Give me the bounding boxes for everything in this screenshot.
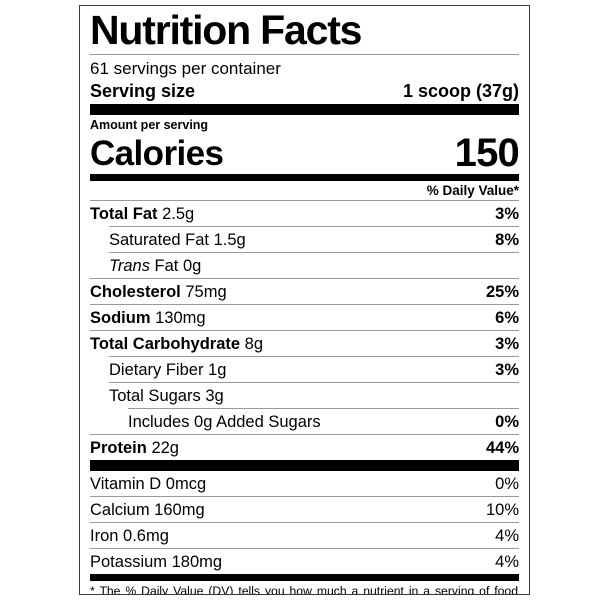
nutrient-name: Calcium 160mg — [90, 500, 205, 519]
row-divider — [90, 200, 519, 201]
table-row: Sodium 130mg 6% — [90, 305, 519, 330]
table-row: Cholesterol 75mg 25% — [90, 279, 519, 304]
row-divider — [90, 330, 519, 331]
nutrient-name: Sodium 130mg — [90, 308, 206, 327]
row-divider — [109, 356, 519, 357]
nutrient-name: Total Fat 2.5g — [90, 204, 195, 223]
serving-size-value: 1 scoop (37g) — [402, 81, 519, 101]
table-row: Includes 0g Added Sugars 0% — [90, 409, 519, 434]
nutrient-name: Dietary Fiber 1g — [109, 360, 227, 379]
servings-per-container: 61 servings per container — [90, 59, 281, 78]
nutrient-name: Trans Fat 0g — [109, 256, 202, 275]
nutrient-name: Iron 0.6mg — [90, 526, 169, 545]
serving-size-label: Serving size — [90, 81, 196, 101]
nutrient-name: Cholesterol 75mg — [90, 282, 227, 301]
thick-divider-vitamins — [90, 460, 519, 471]
nutrient-dv: 4% — [495, 526, 519, 545]
nutrient-dv: 4% — [495, 552, 519, 571]
nutrient-dv: 3% — [495, 204, 519, 223]
serving-size-row: Serving size 1 scoop (37g) — [90, 80, 519, 104]
table-row: Dietary Fiber 1g 3% — [90, 357, 519, 382]
row-divider — [109, 382, 519, 383]
row-divider — [109, 226, 519, 227]
table-row: Total Fat 2.5g 3% — [90, 201, 519, 226]
title-divider — [90, 54, 519, 55]
table-row: Calcium 160mg 10% — [90, 497, 519, 522]
calories-value: 150 — [454, 131, 520, 175]
nutrition-facts-label: Nutrition Facts 61 servings per containe… — [79, 5, 530, 595]
table-row: Saturated Fat 1.5g 8% — [90, 227, 519, 252]
row-divider — [128, 408, 519, 409]
row-divider — [90, 548, 519, 549]
amount-per-serving-label: Amount per serving — [90, 118, 209, 132]
nutrient-dv: 25% — [485, 282, 519, 301]
nutrient-name: Potassium 180mg — [90, 552, 223, 571]
row-divider — [90, 434, 519, 435]
row-divider — [90, 496, 519, 497]
daily-value-header: % Daily Value* — [426, 183, 519, 198]
nutrient-dv: 6% — [495, 308, 519, 327]
nutrient-dv: 44% — [485, 438, 519, 457]
medium-divider-calories — [90, 174, 519, 181]
calories-row: Calories 150 — [90, 131, 520, 175]
nutrient-dv: 3% — [495, 360, 519, 379]
page-title: Nutrition Facts — [90, 7, 362, 53]
nutrient-name: Includes 0g Added Sugars — [128, 412, 321, 431]
nutrient-name: Vitamin D 0mcg — [90, 474, 207, 493]
row-divider — [90, 278, 519, 279]
nutrient-dv: 0% — [495, 412, 519, 431]
row-divider — [90, 304, 519, 305]
nutrient-dv: 0% — [495, 474, 519, 493]
nutrient-name: Total Carbohydrate 8g — [90, 334, 263, 353]
table-row: Trans Fat 0g — [90, 253, 519, 278]
row-divider — [90, 522, 519, 523]
nutrient-name: Protein 22g — [90, 438, 179, 457]
thick-divider-top — [90, 104, 519, 115]
table-row: Potassium 180mg 4% — [90, 549, 519, 574]
nutrient-name: Total Sugars 3g — [109, 386, 224, 405]
table-row: Protein 22g 44% — [90, 435, 519, 460]
nutrient-name: Saturated Fat 1.5g — [109, 230, 246, 249]
nutrient-dv: 8% — [495, 230, 519, 249]
daily-value-footnote: * The % Daily Value (DV) tells you how m… — [90, 584, 518, 595]
table-row: Iron 0.6mg 4% — [90, 523, 519, 548]
nutrient-dv: 10% — [485, 500, 519, 519]
table-row: Vitamin D 0mcg 0% — [90, 471, 519, 496]
calories-label: Calories — [90, 134, 224, 173]
medium-divider-footnote — [90, 574, 519, 581]
nutrient-dv: 3% — [495, 334, 519, 353]
table-row: Total Carbohydrate 8g 3% — [90, 331, 519, 356]
table-row: Total Sugars 3g — [90, 383, 519, 408]
row-divider — [109, 252, 519, 253]
